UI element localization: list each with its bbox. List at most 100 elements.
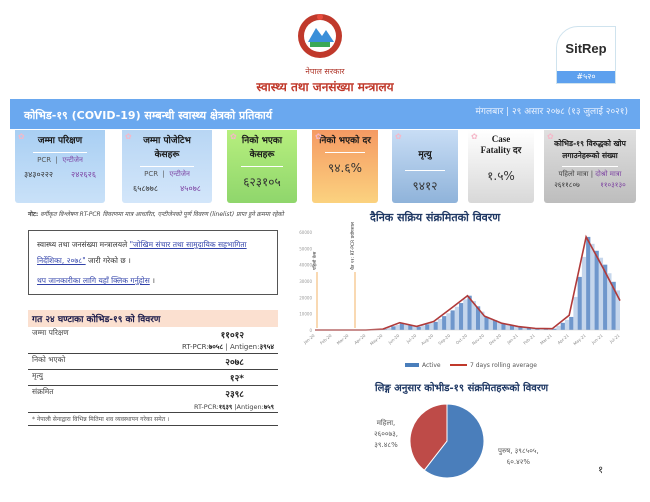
card-title: जम्मा परिक्षण — [37, 136, 83, 146]
card-sub-labels: PCR | एन्टीजेन — [37, 156, 83, 164]
card-deaths: ✿ मृत्यु ९४१२ — [392, 130, 458, 203]
card-title: कोभिड-१९ विरुद्धको खोप लगाउनेहरूको संख्य… — [554, 139, 626, 160]
card-vaccinations: ✿ कोभिड-१९ विरुद्धको खोप लगाउनेहरूको संख… — [544, 130, 636, 203]
card-title: निको भएको दर — [319, 136, 371, 146]
table-row: निको भएको २०७८ — [28, 354, 278, 370]
divider — [405, 170, 445, 171]
pie-label-female: महिला, २६००७३, ३९.४८% — [366, 418, 406, 451]
second-dose-label: दोश्रो मात्रा — [595, 170, 622, 178]
svg-text:Jul-20: Jul-20 — [405, 333, 418, 345]
link-suffix: । — [149, 276, 156, 285]
table-subrow: RT-PCR:१६३९ |Antigen:७५९ — [28, 401, 278, 413]
svg-text:Jun-20: Jun-20 — [387, 333, 401, 346]
svg-text:Mar-20: Mar-20 — [336, 333, 350, 346]
svg-text:Active: Active — [422, 362, 441, 369]
sitrep-number: #५२० — [557, 71, 615, 83]
table-title: गत २४ घण्टाका कोभिड-१९ को विवरण — [28, 310, 278, 327]
svg-text:Sep-20: Sep-20 — [437, 333, 451, 346]
pcr-label: PCR — [144, 170, 159, 178]
card-recovered: ✿ निको भएका केसहरू ६२३१०५ — [227, 130, 297, 203]
table-footnote: * नेपाली सेनाद्वारा विभिन्न मितिमा शव व्… — [28, 413, 278, 426]
card-values: ६५८७७८ ४५०७८ — [122, 183, 212, 194]
row-label: मृत्यु — [32, 371, 44, 380]
page-number: १ — [598, 465, 604, 476]
divider — [562, 166, 618, 167]
svg-text:Jul-21: Jul-21 — [608, 333, 621, 345]
card-values: ३४३०२२२ २४२६२६ — [15, 169, 105, 180]
svg-text:Mar-21: Mar-21 — [539, 333, 553, 346]
svg-text:Aug-20: Aug-20 — [420, 333, 435, 346]
gender-pie-chart-title: लिङ्ग अनुसार कोभीड-१९ संक्रमितहरूको विवर… — [375, 383, 549, 394]
divider — [33, 152, 87, 153]
row-value: २०७८ — [225, 358, 244, 368]
divider — [140, 166, 194, 167]
first-dose-value: २६११८०७ — [554, 181, 580, 189]
table-row: संक्रमित २३९८ — [28, 386, 278, 401]
gender-pie-chart — [408, 402, 486, 480]
card-total-positive: ✿ जम्मा पोजेटिभ केसहरू PCR | एन्टीजेन ६५… — [122, 130, 212, 203]
first-dose-label: पहिलो मात्रा — [558, 170, 589, 178]
svg-text:7 days rolling average: 7 days rolling average — [470, 362, 537, 369]
card-values: २६११८०७ ११०३१३० — [544, 181, 636, 190]
flower-icon: ✿ — [125, 132, 132, 141]
sitrep-badge: SitRep #५२० — [556, 26, 616, 84]
ministry-title: स्वास्थ्य तथा जनसंख्या मन्त्रालय — [256, 80, 394, 94]
card-recovery-rate: ✿ निको भएको दर ९४.६% — [312, 130, 378, 203]
svg-text:30000: 30000 — [299, 279, 312, 284]
flower-icon: ✿ — [18, 132, 25, 141]
row-value: ११०१२ — [220, 331, 244, 341]
svg-text:Feb-20: Feb-20 — [319, 333, 333, 346]
pcr-label: PCR — [37, 156, 52, 164]
card-title: जम्मा पोजेटिभ केसहरू — [143, 136, 191, 160]
active-cases-chart-title: दैनिक सक्रिय संक्रमितको विवरण — [370, 211, 501, 224]
row-label: संक्रमित — [32, 387, 54, 396]
table-subrow: RT-PCR:७०५८ | Antigen:३९५४ — [28, 342, 278, 354]
row-label: निको भएको — [32, 355, 66, 364]
last-24-hours-table: गत २४ घण्टाका कोभिड-१९ को विवरण जम्मा पर… — [28, 310, 278, 426]
info-text: स्वास्थ्य तथा जनसंख्या मन्त्रालयले — [37, 240, 130, 249]
pcr-value: ३४३०२२२ — [23, 170, 54, 179]
card-sub-labels: पहिलो मात्रा | दोश्रो मात्रा — [558, 170, 622, 178]
table-row: जम्मा परिक्षण ११०१२ — [28, 327, 278, 342]
second-dose-value: ११०३१३० — [600, 181, 626, 189]
male-percent: ६०.४२% — [506, 458, 531, 466]
female-count: २६००७३, — [373, 430, 399, 438]
svg-text:40000: 40000 — [299, 263, 312, 268]
row-label: जम्मा परिक्षण — [32, 328, 69, 337]
svg-text:50000: 50000 — [299, 246, 312, 251]
svg-text:चैत ११: RT-PCR प्रयोगशाला विस्: चैत ११: RT-PCR प्रयोगशाला विस्तार — [349, 222, 356, 270]
pcr-value: १६३९ — [218, 403, 233, 411]
flower-icon: ✿ — [315, 132, 322, 141]
card-value: ९४१२ — [412, 179, 438, 193]
male-label: पुरुष, ३९८५०५, — [498, 447, 539, 455]
pcr-value: ७०५८ — [208, 343, 224, 351]
row-value: २३९८ — [225, 390, 244, 400]
card-value: ९४.६% — [328, 161, 362, 175]
row-value: १२* — [229, 374, 244, 384]
svg-text:Jan-21: Jan-21 — [505, 333, 519, 346]
guideline-link[interactable]: "जोखिम संचार तथा सामुदायिक सहभागिता निर्… — [37, 240, 247, 265]
report-title: कोभिड-१९ (COVID-19) सम्बन्धी स्वास्थ्य क… — [24, 109, 273, 122]
antigen-value: २४२६२६ — [71, 170, 97, 179]
svg-text:Jun-21: Jun-21 — [590, 333, 604, 346]
antigen-label: Antigen: — [229, 343, 260, 351]
flower-icon: ✿ — [395, 132, 402, 141]
svg-text:60000: 60000 — [299, 230, 312, 235]
card-sub-labels: PCR | एन्टीजेन — [144, 170, 190, 178]
svg-text:Apr-21: Apr-21 — [556, 333, 570, 346]
flower-icon: ✿ — [230, 132, 237, 141]
report-date: मंगलबार | २९ असार २०७८ (१३ जुलाई २०२१) — [475, 107, 628, 117]
svg-text:Dec-20: Dec-20 — [488, 333, 502, 346]
card-title: Case Fatality दर — [480, 134, 522, 155]
info-text-suffix: जारी गरेको छ । — [85, 256, 131, 265]
svg-text:Apr-20: Apr-20 — [353, 333, 367, 346]
government-label: नेपाल सरकार — [305, 67, 345, 76]
more-info-link[interactable]: थप जानकारीका लागि यहाँ क्लिक गर्नुहोस — [37, 276, 150, 285]
card-title: निको भएका केसहरू — [241, 136, 283, 160]
sitrep-label: SitRep — [565, 41, 607, 56]
note-text: वर्गीकृत विश्लेषण RT-PCR विवरणमा मात्र आ… — [40, 211, 284, 218]
female-label: महिला, — [376, 419, 396, 427]
note-label: नोट: — [28, 211, 39, 218]
svg-text:May-21: May-21 — [572, 333, 587, 347]
svg-text:Nov-20: Nov-20 — [471, 333, 485, 346]
